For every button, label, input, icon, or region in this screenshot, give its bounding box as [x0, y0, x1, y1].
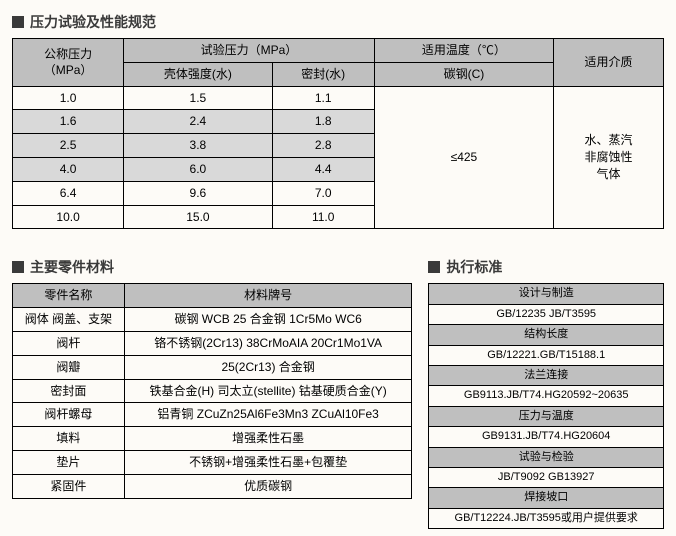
s2: 3.8	[124, 134, 272, 158]
head-part: 零件名称	[13, 284, 125, 308]
s4: 9.6	[124, 181, 272, 205]
p7: 紧固件	[13, 474, 125, 498]
s0: 1.5	[124, 86, 272, 110]
sec3-title-text: 执行标准	[446, 257, 502, 277]
sec1-title: 压力试验及性能规范	[12, 12, 664, 32]
col-seal: 密封(水)	[272, 62, 374, 86]
m4: 铝青铜 ZCuZn25Al6Fe3Mn3 ZCuAl10Fe3	[124, 403, 412, 427]
temp-val: ≤425	[374, 86, 553, 229]
std-h4: 试验与检验	[429, 447, 664, 467]
col-medium: 适用介质	[554, 39, 664, 87]
se2: 2.8	[272, 134, 374, 158]
m0: 碳钢 WCB 25 合金钢 1Cr5Mo WC6	[124, 308, 412, 332]
sec2-title-text: 主要零件材料	[30, 257, 114, 277]
sec1-title-text: 压力试验及性能规范	[30, 12, 156, 32]
std-v1: GB/12221.GB/T15188.1	[429, 345, 664, 365]
se5: 11.0	[272, 205, 374, 229]
std-v0: GB/12235 JB/T3595	[429, 304, 664, 324]
col-temp: 适用温度（℃）	[374, 39, 553, 63]
m2: 25(2Cr13) 合金钢	[124, 355, 412, 379]
col-test: 试验压力（MPa）	[124, 39, 375, 63]
p1: 阀杆	[13, 331, 125, 355]
se0: 1.1	[272, 86, 374, 110]
m1: 铬不锈钢(2Cr13) 38CrMoAIA 20Cr1Mo1VA	[124, 331, 412, 355]
pressure-table: 公称压力 （MPa） 试验压力（MPa） 适用温度（℃） 适用介质 壳体强度(水…	[12, 38, 664, 229]
n1: 1.6	[13, 110, 124, 134]
col-material: 碳钢(C)	[374, 62, 553, 86]
m5: 增强柔性石墨	[124, 427, 412, 451]
n5: 10.0	[13, 205, 124, 229]
se4: 7.0	[272, 181, 374, 205]
medium-val: 水、蒸汽 非腐蚀性 气体	[554, 86, 664, 229]
p4: 阀杆螺母	[13, 403, 125, 427]
std-h3: 压力与温度	[429, 406, 664, 426]
n3: 4.0	[13, 157, 124, 181]
std-v2: GB9113.JB/T74.HG20592~20635	[429, 386, 664, 406]
col-shell: 壳体强度(水)	[124, 62, 272, 86]
se1: 1.8	[272, 110, 374, 134]
material-table: 零件名称 材料牌号 阀体 阀盖、支架碳钢 WCB 25 合金钢 1Cr5Mo W…	[12, 283, 412, 498]
p3: 密封面	[13, 379, 125, 403]
std-v5: GB/T12224.JB/T3595或用户提供要求	[429, 508, 664, 528]
m6: 不锈钢+增强柔性石墨+包覆垫	[124, 450, 412, 474]
standard-table: 设计与制造 GB/12235 JB/T3595 结构长度 GB/12221.GB…	[428, 283, 664, 529]
s5: 15.0	[124, 205, 272, 229]
se3: 4.4	[272, 157, 374, 181]
std-v3: GB9131.JB/T74.HG20604	[429, 427, 664, 447]
std-v4: JB/T9092 GB13927	[429, 467, 664, 487]
head-mat: 材料牌号	[124, 284, 412, 308]
m3: 铁基合金(H) 司太立(stellite) 钴基硬质合金(Y)	[124, 379, 412, 403]
n0: 1.0	[13, 86, 124, 110]
std-h2: 法兰连接	[429, 365, 664, 385]
m7: 优质碳钢	[124, 474, 412, 498]
p5: 填料	[13, 427, 125, 451]
p6: 垫片	[13, 450, 125, 474]
p0: 阀体 阀盖、支架	[13, 308, 125, 332]
p2: 阀瓣	[13, 355, 125, 379]
s1: 2.4	[124, 110, 272, 134]
sec3-title: 执行标准	[428, 257, 664, 277]
n2: 2.5	[13, 134, 124, 158]
s3: 6.0	[124, 157, 272, 181]
col-nominal: 公称压力 （MPa）	[13, 39, 124, 87]
std-h0: 设计与制造	[429, 284, 664, 304]
sec2-title: 主要零件材料	[12, 257, 412, 277]
std-h1: 结构长度	[429, 325, 664, 345]
n4: 6.4	[13, 181, 124, 205]
std-h5: 焊接坡口	[429, 488, 664, 508]
